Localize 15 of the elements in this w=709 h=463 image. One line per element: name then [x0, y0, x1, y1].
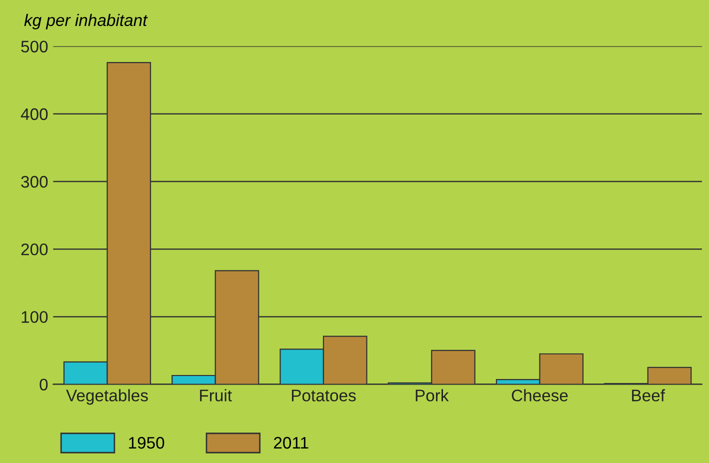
y-tick-label: 300	[21, 176, 48, 188]
legend-label: 2011	[274, 436, 308, 449]
y-axis-title: kg per inhabitant	[24, 14, 148, 30]
y-tick-label: 500	[21, 40, 48, 53]
x-tick-label: Vegetables	[66, 389, 148, 405]
legend-label: 1950	[129, 436, 164, 449]
y-tick-label: 200	[21, 243, 48, 256]
y-tick-label: 0	[40, 378, 48, 390]
x-tick-label: Fruit	[200, 389, 232, 402]
y-tick-label: 100	[22, 311, 48, 323]
x-tick-label: Potatoes	[292, 390, 356, 402]
x-tick-label: Beef	[632, 389, 666, 402]
y-tick-label: 400	[20, 108, 48, 120]
x-tick-label: Cheese	[512, 389, 568, 402]
x-tick-label: Pork	[416, 389, 449, 402]
